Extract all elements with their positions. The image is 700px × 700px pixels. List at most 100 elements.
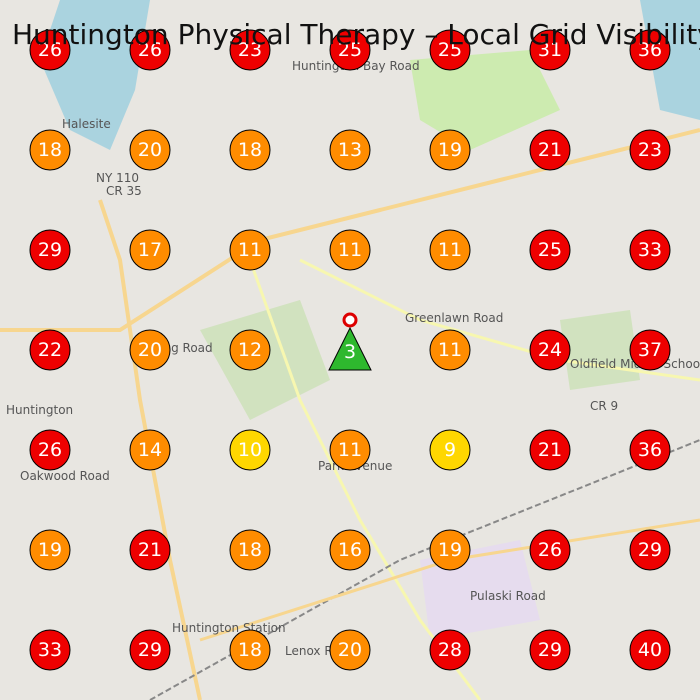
school-grounds	[560, 310, 640, 390]
business-pin	[342, 312, 358, 328]
rank-label: 11	[338, 439, 362, 461]
rank-marker	[329, 629, 371, 671]
rank-label: 18	[38, 139, 62, 161]
rank-label: 20	[338, 639, 362, 661]
rank-label: 33	[38, 639, 62, 661]
rank-marker	[429, 129, 471, 171]
rank-marker	[529, 29, 571, 71]
rank-marker	[29, 529, 71, 571]
rank-marker	[129, 529, 171, 571]
rank-label: 33	[638, 239, 662, 261]
rank-marker	[629, 629, 671, 671]
rank-label: 12	[238, 339, 262, 361]
rank-marker	[329, 129, 371, 171]
rank-marker	[329, 229, 371, 271]
map-label: Oakwood Road	[20, 469, 110, 483]
rank-marker	[429, 29, 471, 71]
rank-marker	[629, 429, 671, 471]
rank-marker	[29, 129, 71, 171]
map-label: CR 35	[106, 184, 142, 198]
rank-marker	[629, 29, 671, 71]
rank-label: 19	[38, 539, 62, 561]
rank-marker	[429, 229, 471, 271]
rank-label: 20	[138, 339, 162, 361]
map-label: Greenlawn Road	[405, 311, 503, 325]
rank-label: 25	[438, 39, 462, 61]
map-label: NY 110	[96, 171, 139, 185]
rank-marker	[529, 229, 571, 271]
rank-marker	[629, 529, 671, 571]
rank-label: 18	[238, 639, 262, 661]
rank-label: 40	[638, 639, 662, 661]
rank-marker	[29, 229, 71, 271]
road	[0, 128, 700, 332]
rank-label: 31	[538, 39, 562, 61]
rank-marker	[328, 326, 372, 371]
rank-label: 37	[638, 339, 662, 361]
rank-marker	[129, 629, 171, 671]
rank-label: 25	[338, 39, 362, 61]
rank-marker	[329, 29, 371, 71]
rank-marker	[529, 629, 571, 671]
rank-marker	[429, 629, 471, 671]
rank-marker	[529, 429, 571, 471]
harbor	[40, 0, 150, 150]
rank-marker	[629, 129, 671, 171]
rank-label: 14	[138, 439, 162, 461]
rank-label: 21	[538, 439, 562, 461]
rank-label: 9	[444, 439, 456, 461]
rank-label: 29	[638, 539, 662, 561]
rank-label: 13	[338, 139, 362, 161]
rank-label: 19	[438, 539, 462, 561]
map-label: Pulaski Road	[470, 589, 546, 603]
grid-pins: 26 26 23 25 25 31 36 18 20 18 13 19 21 23 29 17 11 11 11 25…	[29, 29, 671, 671]
rank-label: 26	[138, 39, 162, 61]
rank-label: 21	[538, 139, 562, 161]
rank-marker	[429, 529, 471, 571]
rank-marker	[229, 629, 271, 671]
map-label: CR 9	[590, 399, 618, 413]
rank-label: 23	[238, 39, 262, 61]
pond	[640, 0, 700, 120]
rank-marker	[229, 229, 271, 271]
rank-marker	[429, 429, 471, 471]
rank-marker	[429, 329, 471, 371]
rank-label: 36	[638, 39, 662, 61]
map-label: Huntington	[6, 403, 73, 417]
map-label: Halesite	[62, 117, 111, 131]
rank-label: 26	[38, 39, 62, 61]
rank-label: 11	[438, 239, 462, 261]
rank-label: 29	[138, 639, 162, 661]
rank-marker	[29, 329, 71, 371]
rank-marker	[129, 329, 171, 371]
rank-marker	[129, 429, 171, 471]
rank-label: 26	[538, 539, 562, 561]
rank-label: 3	[344, 341, 356, 363]
rank-marker	[229, 429, 271, 471]
rank-label: 36	[638, 439, 662, 461]
rank-marker	[29, 29, 71, 71]
rank-label: 21	[138, 539, 162, 561]
rank-marker	[129, 129, 171, 171]
rank-label: 29	[38, 239, 62, 261]
rank-marker	[529, 329, 571, 371]
rank-marker	[29, 629, 71, 671]
rank-label: 11	[338, 239, 362, 261]
rank-marker	[129, 29, 171, 71]
rank-marker	[229, 29, 271, 71]
rank-marker	[629, 329, 671, 371]
rank-label: 24	[538, 339, 562, 361]
rank-marker	[629, 229, 671, 271]
rank-label: 29	[538, 639, 562, 661]
rank-marker	[129, 229, 171, 271]
map-title: Huntington Physical Therapy – Local Grid…	[12, 18, 700, 51]
rank-label: 10	[238, 439, 262, 461]
road	[98, 199, 202, 700]
map-label: Huntington Station	[172, 621, 286, 635]
rank-label: 26	[38, 439, 62, 461]
rank-label: 18	[238, 539, 262, 561]
rank-label: 11	[438, 339, 462, 361]
rank-marker	[229, 129, 271, 171]
